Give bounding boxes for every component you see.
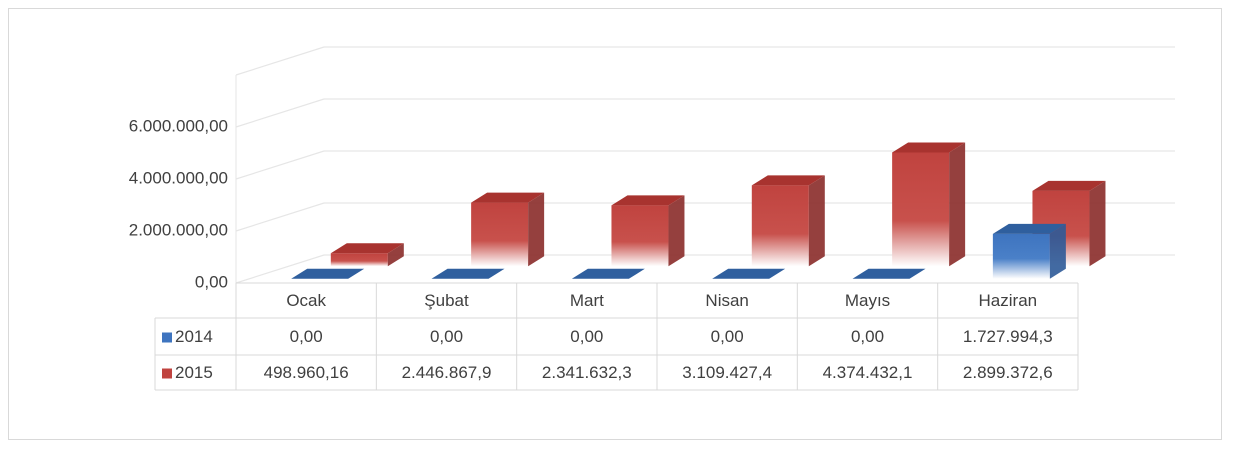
- bar-front: [471, 202, 529, 267]
- bar-front: [751, 185, 809, 267]
- legend-key: [162, 368, 172, 379]
- legend-key: [162, 332, 172, 343]
- bar-top: [892, 142, 966, 153]
- bar-side: [949, 142, 966, 267]
- table-value: 0,00: [851, 327, 884, 346]
- wall-top: [235, 46, 1175, 76]
- bar-side: [1049, 223, 1066, 279]
- x-tick-label: Mart: [570, 291, 604, 310]
- bar-top: [751, 175, 825, 186]
- bar-side: [387, 243, 404, 267]
- bar-side: [528, 192, 545, 267]
- bar-top: [431, 268, 505, 279]
- bar-side: [1089, 180, 1106, 267]
- bar-top: [291, 268, 365, 279]
- bar-front: [330, 253, 388, 267]
- bar-side: [808, 175, 825, 267]
- x-tick-label: Şubat: [424, 291, 469, 310]
- grid-line: [235, 254, 1175, 284]
- table-value: 498.960,16: [264, 363, 349, 382]
- table-value: 1.727.994,3: [963, 327, 1053, 346]
- grid-line: [235, 98, 1175, 128]
- bar-front: [611, 205, 669, 267]
- bar-top: [571, 268, 645, 279]
- bar-top: [712, 268, 786, 279]
- grid-line: [235, 202, 1175, 232]
- table-value: 2.899.372,6: [963, 363, 1053, 382]
- legend-label: 2014: [175, 327, 213, 346]
- x-tick-label: Haziran: [979, 291, 1038, 310]
- table-value: 2.341.632,3: [542, 363, 632, 382]
- x-tick-label: Ocak: [286, 291, 326, 310]
- y-tick-label: 4.000.000,00: [129, 168, 228, 187]
- bar-top: [330, 243, 404, 254]
- y-tick-label: 6.000.000,00: [129, 116, 228, 135]
- bar-top: [992, 223, 1066, 234]
- legend-label: 2015: [175, 363, 213, 382]
- bar-side: [668, 195, 685, 267]
- bar-top: [852, 268, 926, 279]
- grid-line: [235, 150, 1175, 180]
- bar-front: [892, 152, 950, 267]
- y-tick-label: 2.000.000,00: [129, 220, 228, 239]
- table-value: 0,00: [711, 327, 744, 346]
- table-value: 0,00: [290, 327, 323, 346]
- y-tick-label: 0,00: [195, 272, 228, 291]
- table-value: 2.446.867,9: [402, 363, 492, 382]
- bar-top: [1032, 180, 1106, 191]
- table-value: 4.374.432,1: [823, 363, 913, 382]
- x-tick-label: Nisan: [705, 291, 748, 310]
- bar-top: [471, 192, 545, 203]
- x-tick-label: Mayıs: [845, 291, 890, 310]
- table-value: 0,00: [430, 327, 463, 346]
- table-value: 3.109.427,4: [682, 363, 772, 382]
- table-value: 0,00: [570, 327, 603, 346]
- bar-front: [992, 233, 1050, 279]
- bar-top: [611, 195, 685, 206]
